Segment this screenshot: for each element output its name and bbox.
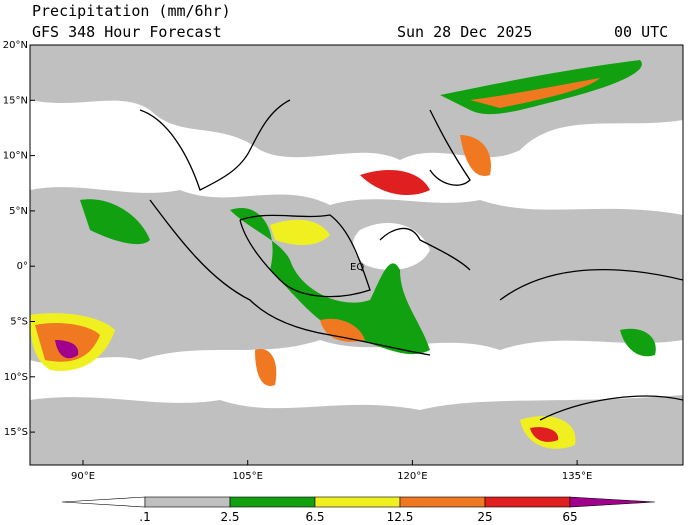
colorbar-label: 6.5 — [305, 510, 324, 524]
colorbar-arrow-high — [569, 496, 656, 508]
lat-label: 20°N — [3, 40, 28, 51]
axis-labels: 20°N 15°N 10°N 5°N 0° 5°S 10°S 15°S 90°E 105°E 120… — [3, 40, 593, 482]
map-frame — [29, 44, 684, 466]
lon-label: 90°E — [71, 471, 95, 482]
colorbar-segment — [484, 496, 571, 508]
lat-label: 10°N — [3, 151, 28, 162]
colorbar-label: 25 — [477, 510, 492, 524]
colorbar-label: 12.5 — [387, 510, 414, 524]
lon-label: 120°E — [397, 471, 427, 482]
colorbar-label: .1 — [139, 510, 150, 524]
lat-label: 15°N — [3, 95, 28, 106]
colorbar: .1 2.5 6.5 12.5 25 65 — [61, 496, 656, 524]
lat-label: 15°S — [4, 427, 28, 438]
colorbar-label: 2.5 — [220, 510, 239, 524]
date: Sun 28 Dec 2025 — [397, 23, 532, 41]
map: EQ — [29, 44, 684, 466]
colorbar-arrow-low — [61, 496, 146, 508]
colorbar-segment — [399, 496, 486, 508]
title: Precipitation (mm/6hr) — [32, 2, 231, 20]
precip-field — [30, 45, 683, 465]
colorbar-segment — [144, 496, 231, 508]
colorbar-label: 65 — [562, 510, 577, 524]
lat-label: 0° — [17, 261, 28, 272]
colorbar-segment — [229, 496, 316, 508]
time: 00 UTC — [614, 23, 668, 41]
colorbar-segment — [314, 496, 401, 508]
lat-label: 10°S — [4, 372, 28, 383]
lon-label: 105°E — [232, 471, 262, 482]
subtitle: GFS 348 Hour Forecast — [32, 23, 222, 41]
lat-label: 5°N — [9, 206, 28, 217]
equator-label: EQ — [350, 262, 364, 273]
lat-label: 5°S — [10, 317, 28, 328]
lon-label: 135°E — [562, 471, 592, 482]
